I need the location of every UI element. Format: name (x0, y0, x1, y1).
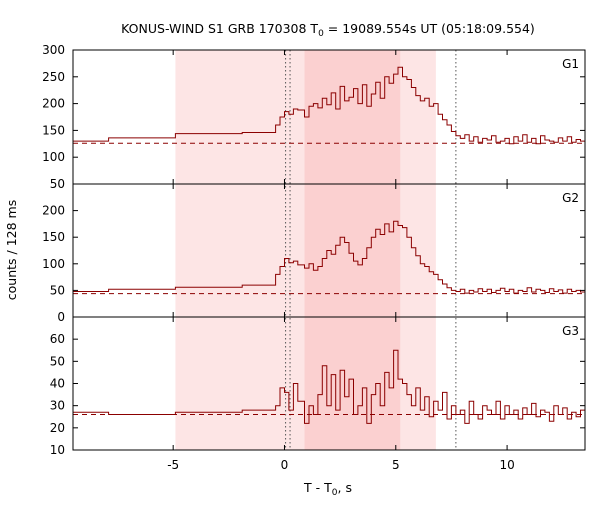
y-tick-label: 200 (42, 97, 65, 111)
y-tick-label: 100 (42, 257, 65, 271)
lightcurve-g2 (73, 220, 585, 294)
panel-g1: 50 100 150 200 250 300 G1 (42, 43, 586, 191)
lightcurve-g3 (73, 349, 585, 424)
y-tick-label: 60 (50, 332, 65, 346)
y-tick-label: 50 (50, 354, 65, 368)
x-tick-label: 10 (499, 458, 514, 472)
y-tick-label: 150 (42, 123, 65, 137)
panel-label: G3 (562, 324, 579, 338)
y-tick-label: 50 (50, 177, 65, 191)
x-axis-label: T - T0, s (303, 480, 352, 498)
x-tick-label: 0 (281, 458, 289, 472)
shaded-interval-inner (304, 50, 401, 450)
panel-label: G2 (562, 191, 579, 205)
y-tick-label: 30 (50, 399, 65, 413)
y-tick-label: 20 (50, 421, 65, 435)
y-tick-label: 100 (42, 150, 65, 164)
y-tick-label: 200 (42, 204, 65, 218)
y-tick-label: 250 (42, 70, 65, 84)
y-tick-label: 0 (57, 310, 65, 324)
lightcurve-g1 (73, 66, 585, 145)
plot-layer: 50100150200250300G1050100150200G21020304… (42, 43, 586, 472)
y-tick-label: 40 (50, 377, 65, 391)
panel-g3: 10 20 30 40 50 60 G3 (50, 316, 586, 457)
x-tick-label: -5 (167, 458, 179, 472)
y-tick-label: 50 (50, 283, 65, 297)
chart-title: KONUS-WIND S1 GRB 170308 T0 = 19089.554s… (121, 21, 535, 39)
x-tick-label: 5 (392, 458, 400, 472)
y-tick-label: 300 (42, 43, 65, 57)
panel-label: G1 (562, 57, 579, 71)
panel-g2: 0 50 100 150 200 G2 (42, 183, 586, 324)
y-tick-label: 10 (50, 443, 65, 457)
y-axis-label: counts / 128 ms (4, 200, 19, 300)
y-tick-label: 150 (42, 230, 65, 244)
